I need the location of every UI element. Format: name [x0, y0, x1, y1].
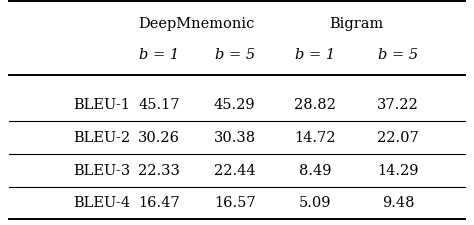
Text: 14.72: 14.72	[294, 130, 336, 144]
Text: 22.33: 22.33	[138, 163, 180, 177]
Text: BLEU-1: BLEU-1	[73, 98, 130, 112]
Text: 45.29: 45.29	[214, 98, 255, 112]
Text: 22.44: 22.44	[214, 163, 255, 177]
Text: 30.38: 30.38	[214, 130, 255, 144]
Text: 5.09: 5.09	[299, 196, 331, 209]
Text: 30.26: 30.26	[138, 130, 180, 144]
Text: b = 1: b = 1	[139, 48, 179, 62]
Text: 45.17: 45.17	[138, 98, 180, 112]
Text: Bigram: Bigram	[329, 17, 383, 31]
Text: 28.82: 28.82	[294, 98, 336, 112]
Text: 9.48: 9.48	[382, 196, 414, 209]
Text: 8.49: 8.49	[299, 163, 331, 177]
Text: 16.57: 16.57	[214, 196, 255, 209]
Text: b = 1: b = 1	[295, 48, 335, 62]
Text: 14.29: 14.29	[377, 163, 419, 177]
Text: BLEU-4: BLEU-4	[73, 196, 131, 209]
Text: 16.47: 16.47	[138, 196, 180, 209]
Text: b = 5: b = 5	[215, 48, 255, 62]
Text: BLEU-3: BLEU-3	[73, 163, 131, 177]
Text: BLEU-2: BLEU-2	[73, 130, 131, 144]
Text: 37.22: 37.22	[377, 98, 419, 112]
Text: b = 5: b = 5	[378, 48, 418, 62]
Text: DeepMnemonic: DeepMnemonic	[138, 17, 255, 31]
Text: 22.07: 22.07	[377, 130, 419, 144]
